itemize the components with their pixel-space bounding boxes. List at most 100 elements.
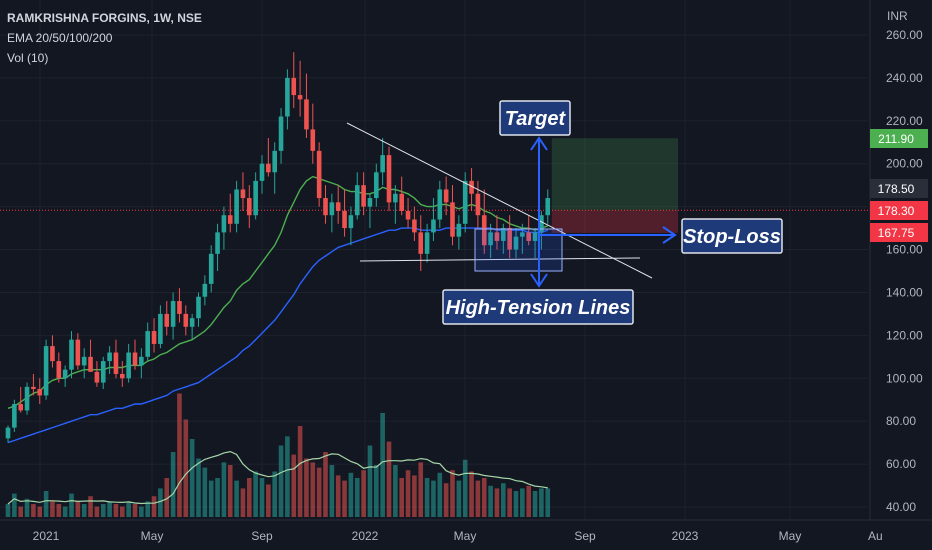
volume-bar [323, 452, 328, 517]
time-tick-label: 2022 [352, 529, 379, 543]
volume-bar [234, 480, 239, 517]
stop-arrow-head [662, 226, 677, 244]
volume-bar [450, 470, 455, 517]
volume-bar [139, 506, 144, 517]
volume-bar [189, 439, 195, 517]
volume-bar [285, 436, 290, 517]
volume-bar [424, 478, 430, 517]
candle-body [132, 352, 138, 366]
candle-body [310, 129, 316, 151]
volume-bar [107, 501, 112, 517]
candle-body [18, 404, 23, 411]
price-badge [870, 223, 928, 242]
candle-body [113, 352, 119, 374]
candle-body [151, 331, 157, 344]
price-tick-label: 160.00 [886, 243, 923, 257]
candle-body [335, 202, 341, 211]
volume-bar [297, 426, 303, 517]
candle-body [5, 427, 11, 439]
candle-body [405, 210, 411, 220]
candle-body [145, 331, 150, 357]
price-tick-label: 220.00 [886, 114, 923, 128]
candle-body [202, 283, 208, 297]
volume-bar [208, 480, 214, 517]
volume-bar [520, 488, 525, 517]
candle-body [208, 253, 214, 284]
price-badge-label: 178.50 [878, 182, 915, 196]
volume-bar [126, 501, 131, 517]
candle-body [94, 371, 100, 383]
ema-20-line [7, 175, 549, 409]
candle-body [475, 193, 481, 216]
volume-bar [342, 480, 347, 517]
candle-body [443, 189, 449, 203]
candle-body [526, 232, 531, 241]
candle-body [215, 232, 220, 254]
candle-body [88, 356, 93, 372]
volume-bar [456, 480, 462, 517]
candle-body [488, 232, 493, 246]
price-badge-label: 211.90 [878, 132, 914, 146]
time-tick-label: 2021 [33, 529, 60, 543]
volume-bar [50, 501, 55, 517]
volume-bar [158, 488, 163, 517]
candle-body [354, 185, 360, 216]
volume-bar [151, 496, 157, 517]
candle-body [412, 219, 417, 233]
candle-body [520, 232, 525, 237]
candle-body [532, 232, 538, 241]
high-tension-annotation-box [442, 289, 634, 325]
price-badge-label: 178.30 [878, 204, 915, 218]
candle-body [418, 232, 424, 254]
candle-body [240, 189, 246, 199]
trendline-descending [346, 122, 653, 279]
candle-body [183, 313, 189, 327]
candle-body [316, 150, 322, 199]
candle-body [24, 386, 30, 411]
volume-bar [304, 458, 309, 517]
symbol-title[interactable]: RAMKRISHNA FORGINS, 1W, NSE [7, 11, 202, 25]
candle-body [437, 189, 443, 220]
volume-bar [62, 506, 68, 517]
volume-bar [462, 459, 468, 517]
volume-bar [202, 467, 208, 517]
volume-bar [69, 493, 74, 517]
candle-body [494, 232, 500, 241]
target-annotation-label: Target [505, 108, 567, 130]
price-tick-label: 140.00 [886, 285, 923, 299]
volume-bar [170, 452, 176, 517]
volume-bar [532, 491, 538, 517]
volume-bar [367, 445, 373, 517]
price-tick-label: 60.00 [886, 457, 916, 471]
volume-bar [5, 504, 11, 517]
volume-bar [43, 491, 49, 517]
volume-bar [164, 478, 170, 517]
volume-bar [221, 462, 227, 517]
volume-bar [418, 462, 424, 517]
candle-body [386, 155, 392, 203]
volume-bar [329, 465, 335, 517]
candle-body [247, 198, 252, 216]
volume-bar [100, 504, 106, 517]
indicator-volume-label[interactable]: Vol (10) [7, 51, 49, 65]
candle-body [189, 318, 195, 327]
volume-bar [380, 413, 385, 517]
volume-bar [412, 475, 417, 517]
volume-bar [24, 498, 30, 517]
candle-body [285, 77, 290, 117]
target-arrow-head [530, 136, 548, 151]
indicator-ema-label[interactable]: EMA 20/50/100/200 [7, 31, 113, 45]
volume-bar [56, 504, 62, 517]
volume-bar [310, 462, 316, 517]
tension-arrow-head [530, 273, 548, 288]
volume-bar [316, 467, 322, 517]
volume-bar [94, 506, 100, 517]
candle-body [43, 346, 49, 396]
volume-bar [354, 478, 360, 517]
volume-bar [18, 506, 23, 517]
price-tick-label: 240.00 [886, 71, 923, 85]
candle-body [513, 236, 519, 250]
stop-zone [551, 210, 678, 233]
candle-body [196, 296, 201, 319]
